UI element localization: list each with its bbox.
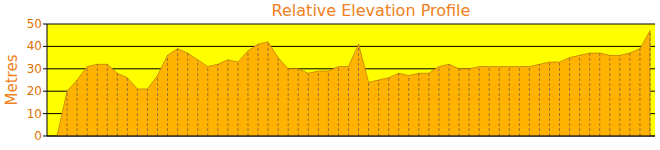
sample-line	[599, 53, 600, 136]
sample-line	[217, 64, 218, 136]
sample-line	[187, 53, 188, 136]
sample-line	[177, 49, 178, 136]
plot-background	[47, 24, 655, 136]
sample-line	[418, 73, 419, 136]
sample-line	[117, 73, 118, 136]
sample-line	[398, 73, 399, 136]
sample-line	[328, 71, 329, 136]
sample-line	[127, 78, 128, 136]
sample-line	[469, 69, 470, 136]
chart: 0 10 20 30 40 50 Relative Elevation Profile Met…	[0, 0, 660, 150]
grid-line	[47, 136, 655, 137]
sample-line	[489, 67, 490, 136]
sample-line	[479, 67, 480, 136]
sample-line	[298, 69, 299, 136]
sample-line	[589, 53, 590, 136]
sample-line	[278, 58, 279, 136]
sample-line	[338, 67, 339, 136]
sample-line	[137, 89, 138, 136]
y-tick	[43, 91, 47, 92]
sample-line	[318, 71, 319, 136]
y-axis-label: Metres	[3, 54, 21, 105]
title: Relative Elevation Profile	[272, 1, 471, 20]
plot-area	[57, 31, 650, 136]
sample-line	[308, 73, 309, 136]
y-tick-label: 30	[27, 62, 42, 76]
sample-line	[247, 51, 248, 136]
sample-line	[157, 76, 158, 136]
sample-line	[87, 67, 88, 136]
sample-line	[348, 67, 349, 136]
sample-line	[268, 42, 269, 136]
y-tick-label: 0	[34, 129, 42, 143]
sample-line	[509, 67, 510, 136]
sample-line	[639, 49, 640, 136]
sample-line	[227, 60, 228, 136]
sample-line	[147, 89, 148, 136]
sample-line	[499, 67, 500, 136]
sample-line	[368, 82, 369, 136]
sample-line	[529, 67, 530, 136]
sample-line	[378, 80, 379, 136]
sample-line	[258, 44, 259, 136]
sample-line	[358, 44, 359, 136]
sample-line	[428, 73, 429, 136]
y-tick-label: 40	[27, 39, 42, 53]
sample-line	[438, 67, 439, 136]
sample-line	[77, 80, 78, 136]
y-tick-label: 50	[27, 17, 42, 31]
y-tick-label: 20	[27, 84, 42, 98]
sample-line	[559, 62, 560, 136]
y-tick	[43, 113, 47, 114]
sample-line	[207, 67, 208, 136]
sample-line	[197, 60, 198, 136]
sample-line	[167, 55, 168, 136]
sample-line	[67, 91, 68, 136]
sample-line	[519, 67, 520, 136]
y-axis	[47, 24, 48, 136]
y-tick-label: 10	[27, 107, 42, 121]
sample-line	[448, 64, 449, 136]
grid-line	[47, 24, 655, 25]
y-tick	[43, 136, 47, 137]
sample-line	[388, 78, 389, 136]
sample-line	[629, 53, 630, 136]
sample-line	[107, 64, 108, 136]
elevation-area	[57, 31, 650, 136]
sample-line	[237, 62, 238, 136]
y-tick	[43, 24, 47, 25]
sample-line	[619, 55, 620, 136]
sample-line	[288, 69, 289, 136]
grid-line	[47, 46, 655, 47]
y-tick	[43, 46, 47, 47]
sample-line	[459, 69, 460, 136]
sample-line	[579, 55, 580, 136]
sample-line	[97, 64, 98, 136]
sample-line	[549, 62, 550, 136]
sample-line	[539, 64, 540, 136]
sample-line	[650, 31, 651, 136]
sample-line	[609, 55, 610, 136]
sample-line	[408, 76, 409, 136]
y-tick	[43, 68, 47, 69]
x-axis	[47, 136, 655, 137]
sample-line	[569, 58, 570, 136]
